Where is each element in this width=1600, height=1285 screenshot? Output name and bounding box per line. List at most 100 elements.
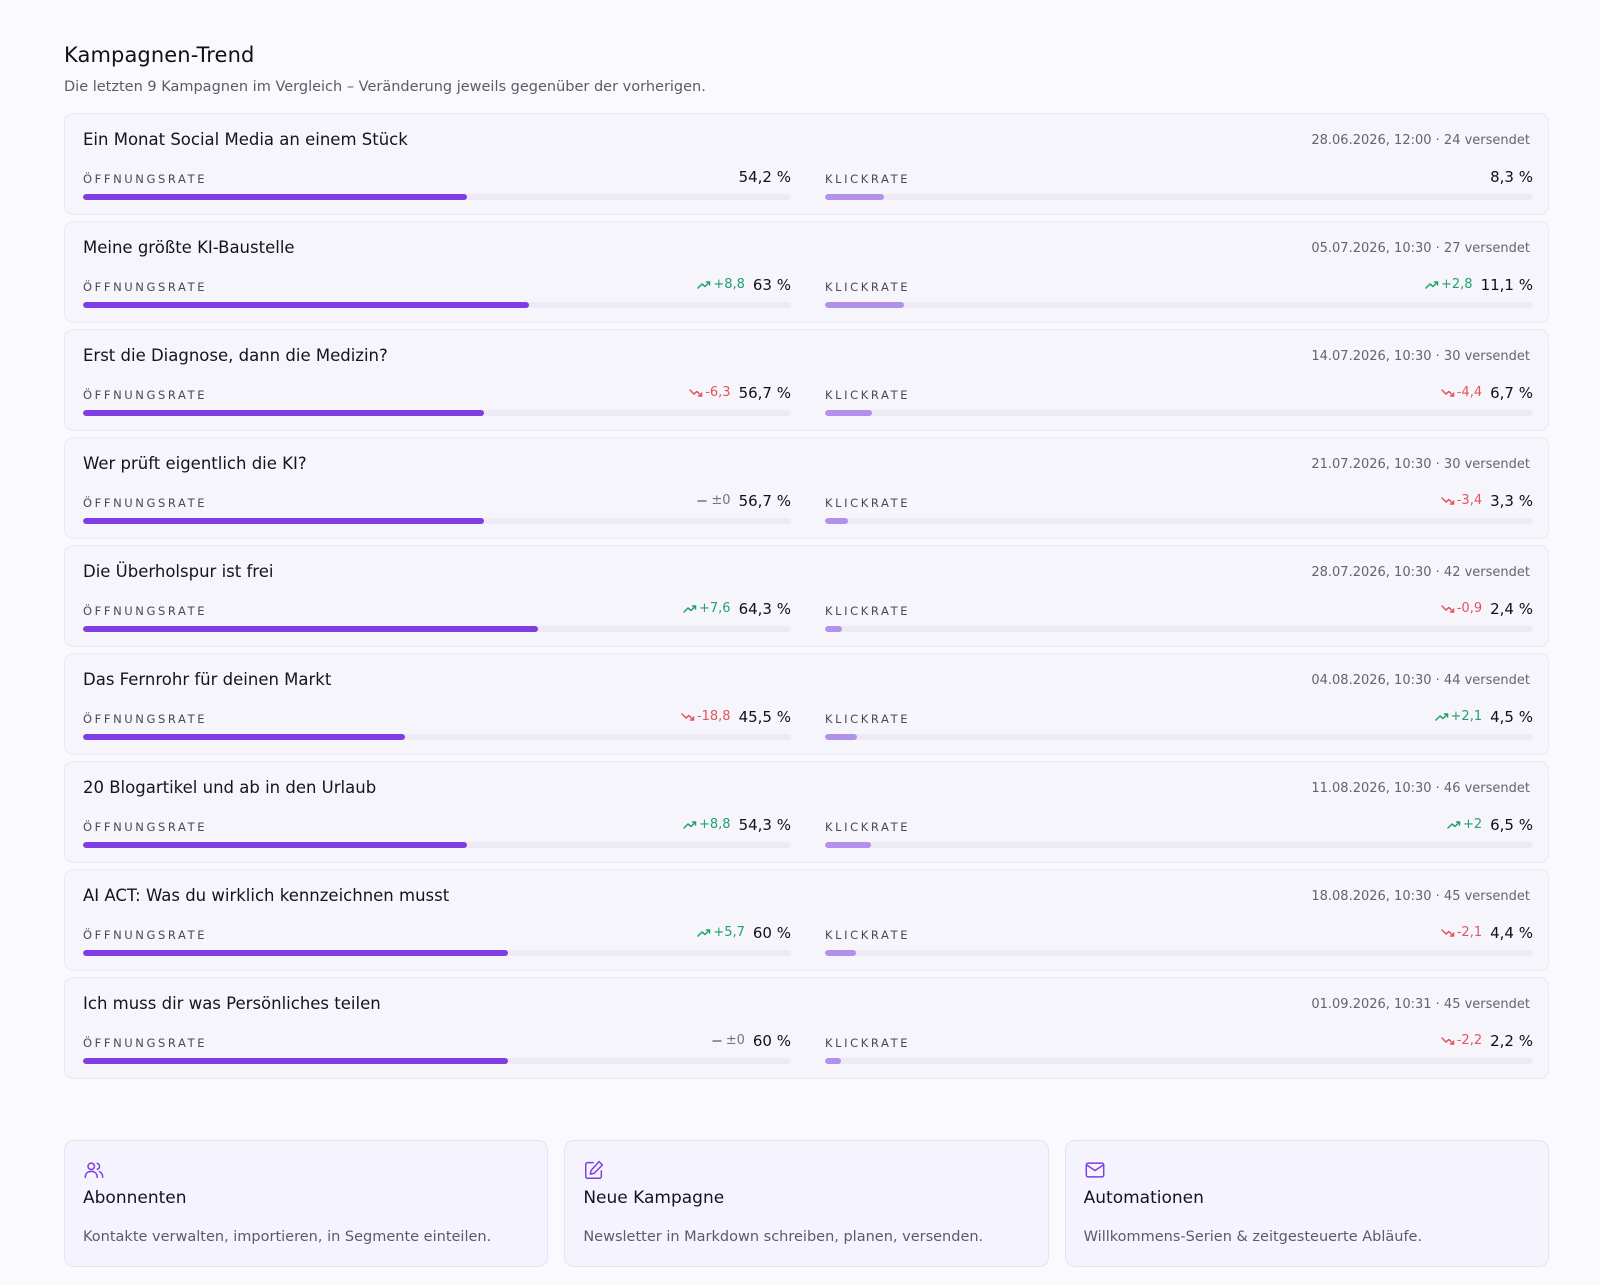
click-rate-value: 11,1 % [1480,276,1533,294]
campaign-card-3[interactable]: Erst die Diagnose, dann die Medizin? 14.… [64,329,1549,431]
open-rate-metric: ÖFFNUNGSRATE +7,6 64,3 % [83,596,791,638]
page-title: Kampagnen-Trend [64,43,255,67]
open-rate-bar [83,950,508,956]
click-rate-label: KLICKRATE [825,280,911,294]
click-rate-value: 6,5 % [1490,816,1533,834]
click-rate-track [825,302,1533,308]
open-rate-delta: +7,6 [683,598,731,620]
campaign-card-8[interactable]: AI ACT: Was du wirklich kennzeichnen mus… [64,869,1549,971]
open-rate-value: 56,7 % [738,384,791,402]
tile-neue-kampagne[interactable]: Neue Kampagne Newsletter in Markdown schr… [564,1140,1049,1267]
campaign-meta: 01.09.2026, 10:31 · 45 versendet [1311,997,1530,1012]
open-rate-value: 60 % [752,924,791,942]
open-rate-delta-value: -18,8 [696,709,731,724]
trend-down-icon [681,713,695,721]
open-rate-track [83,842,791,848]
click-rate-bar [825,626,842,632]
open-rate-delta-value: ±0 [725,1033,745,1048]
click-rate-delta-value: -0,9 [1456,601,1483,616]
open-rate-bar [83,302,530,308]
click-rate-track [825,1058,1533,1064]
campaign-card-6[interactable]: Das Fernrohr für deinen Markt 04.08.2026… [64,653,1549,755]
open-rate-delta: +5,7 [697,922,745,944]
click-rate-metric: KLICKRATE +2,8 11,1 % [825,272,1533,314]
trend-up-icon [683,605,697,613]
open-rate-value: 60 % [752,1032,791,1050]
open-rate-delta: -18,8 [681,706,731,728]
open-rate-value: 54,2 % [738,168,791,186]
click-rate-delta-value: -2,1 [1456,925,1483,940]
open-rate-bar [83,1058,508,1064]
campaign-trend-section: Kampagnen-Trend Die letzten 9 Kampagnen … [64,40,1549,1079]
open-rate-metric: ÖFFNUNGSRATE +5,7 60 % [83,920,791,962]
open-rate-delta-value: +5,7 [713,925,745,940]
click-rate-label: KLICKRATE [825,1036,911,1050]
click-rate-value: 6,7 % [1490,384,1533,402]
campaign-title: Wer prüft eigentlich die KI? [83,454,307,473]
tile-title: Automationen [1083,1188,1204,1208]
trend-down-icon [1440,389,1454,397]
campaign-card-1[interactable]: Ein Monat Social Media an einem Stück 28… [64,113,1549,215]
campaign-card-2[interactable]: Meine größte KI-Baustelle 05.07.2026, 10… [64,221,1549,323]
click-rate-track [825,518,1533,524]
click-rate-track [825,626,1533,632]
click-rate-metric: KLICKRATE -4,4 6,7 % [825,380,1533,422]
trend-down-icon [1440,929,1454,937]
open-rate-delta-value: ±0 [711,493,731,508]
click-rate-metric: KLICKRATE +2 6,5 % [825,812,1533,854]
trend-flat-icon [711,1040,722,1042]
campaign-meta: 14.07.2026, 10:30 · 30 versendet [1311,349,1530,364]
click-rate-value: 2,2 % [1490,1032,1533,1050]
click-rate-delta: +2 [1447,814,1482,836]
click-rate-delta: +2,1 [1434,706,1482,728]
open-rate-label: ÖFFNUNGSRATE [83,1036,208,1050]
campaign-title: Ein Monat Social Media an einem Stück [83,130,408,149]
campaign-meta: 11.08.2026, 10:30 · 46 versendet [1311,781,1530,796]
campaign-card-5[interactable]: Die Überholspur ist frei 28.07.2026, 10:… [64,545,1549,647]
click-rate-label: KLICKRATE [825,820,911,834]
click-rate-metric: KLICKRATE -0,9 2,4 % [825,596,1533,638]
click-rate-value: 2,4 % [1490,600,1533,618]
click-rate-bar [825,734,857,740]
click-rate-delta: -2,2 [1440,1030,1482,1052]
open-rate-delta-value: -6,3 [705,385,731,400]
open-rate-bar [83,626,539,632]
trend-up-icon [1425,281,1439,289]
open-rate-metric: ÖFFNUNGSRATE -18,8 45,5 % [83,704,791,746]
mail-icon [1084,1159,1106,1181]
tile-automationen[interactable]: Automationen Willkommens-Serien & zeitges… [1064,1140,1549,1267]
campaign-card-4[interactable]: Wer prüft eigentlich die KI? 21.07.2026,… [64,437,1549,539]
campaign-meta: 05.07.2026, 10:30 · 27 versendet [1311,241,1530,256]
open-rate-value: 64,3 % [738,600,791,618]
click-rate-track [825,950,1533,956]
trend-up-icon [1447,821,1461,829]
open-rate-track [83,950,791,956]
campaign-title: Die Überholspur ist frei [83,562,274,581]
open-rate-bar [83,518,485,524]
tile-abonnenten[interactable]: Abonnenten Kontakte verwalten, importiere… [64,1140,549,1267]
campaign-card-7[interactable]: 20 Blogartikel und ab in den Urlaub 11.0… [64,761,1549,863]
click-rate-bar [825,842,872,848]
campaign-title: 20 Blogartikel und ab in den Urlaub [83,778,377,797]
trend-up-icon [697,281,711,289]
click-rate-label: KLICKRATE [825,496,911,510]
open-rate-label: ÖFFNUNGSRATE [83,388,208,402]
campaign-meta: 28.07.2026, 10:30 · 42 versendet [1311,565,1530,580]
open-rate-label: ÖFFNUNGSRATE [83,496,208,510]
click-rate-label: KLICKRATE [825,172,911,186]
campaign-card-9[interactable]: Ich muss dir was Persönliches teilen 01.… [64,977,1549,1079]
page-subtitle: Die letzten 9 Kampagnen im Vergleich – V… [64,79,706,95]
campaign-title: Ich muss dir was Persönliches teilen [83,994,381,1013]
campaign-title: AI ACT: Was du wirklich kennzeichnen mus… [83,886,450,905]
open-rate-bar [83,842,468,848]
open-rate-value: 45,5 % [738,708,791,726]
open-rate-metric: ÖFFNUNGSRATE -6,3 56,7 % [83,380,791,422]
open-rate-track [83,302,791,308]
campaign-meta: 21.07.2026, 10:30 · 30 versendet [1311,457,1530,472]
click-rate-delta-value: -3,4 [1456,493,1483,508]
click-rate-metric: KLICKRATE -2,1 4,4 % [825,920,1533,962]
campaign-meta: 28.06.2026, 12:00 · 24 versendet [1311,133,1530,148]
open-rate-delta: -6,3 [689,382,731,404]
open-rate-metric: ÖFFNUNGSRATE +8,8 63 % [83,272,791,314]
users-icon [83,1159,105,1181]
